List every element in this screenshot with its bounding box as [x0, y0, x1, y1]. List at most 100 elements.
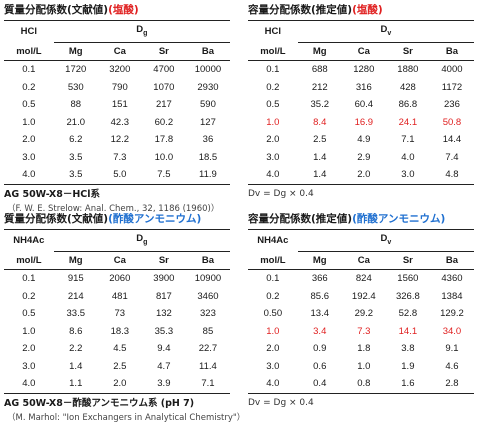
- table-row: 4.0 1.1 2.0 3.9 7.1: [4, 375, 230, 394]
- table-row: 1.0 8.6 18.3 35.3 85: [4, 323, 230, 341]
- value-cell: 3.9: [141, 375, 186, 394]
- coefficient-symbol: Dv: [297, 229, 474, 252]
- value-cell: 4.0: [401, 151, 415, 163]
- value-cell: 21.0: [66, 116, 86, 128]
- value-cell: 50.8: [442, 116, 462, 128]
- value-cell: 4360: [441, 273, 463, 285]
- concentration-cell: 2.0: [22, 134, 36, 146]
- table-row: 1.0 21.0 42.3 60.2 127: [4, 114, 230, 132]
- value-cell: 34.0: [442, 325, 462, 337]
- value-cell: 4000: [441, 64, 463, 76]
- value-cell: 214: [67, 290, 84, 302]
- concentration-cell: 0.2: [266, 81, 280, 93]
- table-row: 3.0 0.6 1.0 1.9 4.6: [248, 358, 474, 376]
- table-row: 0.2 212 316 428 1172: [248, 79, 474, 97]
- panel-title: 容量分配係数(推定値)(塩酸): [248, 2, 474, 18]
- unit-label: mol/L: [4, 42, 54, 62]
- concentration-cell: 3.0: [266, 360, 280, 372]
- coefficient-symbol: Dv: [297, 20, 474, 43]
- value-cell: 73: [114, 308, 126, 320]
- col-sr: Sr: [385, 251, 430, 271]
- value-cell: 217: [155, 99, 172, 111]
- value-cell: 11.4: [199, 360, 217, 372]
- table-row: 2.0 2.2 4.5 9.4 22.7: [4, 340, 230, 358]
- table-row: 0.50 13.4 29.2 52.8 129.2: [248, 305, 474, 323]
- value-cell: 7.3: [113, 151, 127, 163]
- value-cell: 7.1: [185, 375, 230, 394]
- concentration-cell: 0.5: [22, 308, 36, 320]
- value-cell: 1384: [441, 290, 463, 302]
- col-ca: Ca: [341, 251, 386, 271]
- value-cell: 323: [200, 308, 216, 320]
- panel-hcl-mass: 質量分配係数(文献値)(塩酸) HCl Dg mol/L Mg Ca Sr Ba…: [4, 2, 230, 215]
- value-cell: 1880: [397, 64, 419, 76]
- col-mg: Mg: [53, 251, 98, 271]
- value-cell: 316: [355, 81, 372, 93]
- concentration-cell: 0.2: [22, 290, 36, 302]
- value-cell: 1560: [397, 273, 419, 285]
- table-row: 3.0 3.5 7.3 10.0 18.5: [4, 149, 230, 167]
- table-row: 4.0 1.4 2.0 3.0 4.8: [248, 166, 474, 185]
- value-cell: 2.0: [341, 166, 386, 185]
- table-row: 0.1 688 1280 1880 4000: [248, 61, 474, 79]
- concentration-cell: 3.0: [266, 151, 280, 163]
- table-row: 4.0 0.4 0.8 1.6 2.8: [248, 375, 474, 394]
- concentration-cell: 0.1: [266, 64, 280, 76]
- title-accent: (酢酸アンモニウム): [352, 213, 446, 225]
- concentration-cell: 3.0: [22, 151, 36, 163]
- table-row: 4.0 3.5 5.0 7.5 11.9: [4, 166, 230, 185]
- value-cell: 824: [355, 273, 372, 285]
- unit-label: mol/L: [248, 251, 298, 271]
- value-cell: 2060: [109, 273, 131, 285]
- panel-nh4ac-volume: 容量分配係数(推定値)(酢酸アンモニウム) NH4Ac Dv mol/L Mg …: [248, 211, 474, 410]
- concentration-cell: 0.50: [263, 308, 283, 320]
- value-cell: 129.2: [440, 308, 464, 320]
- value-cell: 1.9: [401, 360, 415, 372]
- value-cell: 1.8: [357, 343, 371, 355]
- value-cell: 4.8: [429, 166, 474, 185]
- coefficient-symbol: Dg: [53, 229, 230, 252]
- value-cell: 3.0: [385, 166, 430, 185]
- table-row: 0.1 915 2060 3900 10900: [4, 270, 230, 288]
- conversion-note: Dv = Dg × 0.4: [248, 188, 314, 199]
- value-cell: 14.4: [442, 134, 462, 146]
- concentration-cell: 2.0: [266, 134, 280, 146]
- coefficient-symbol: Dg: [53, 20, 230, 43]
- acid-label: HCl: [264, 26, 282, 38]
- table-body: 0.1 366 824 1560 4360 0.2 85.6 192.4 326.8 1384 0.…: [248, 270, 474, 394]
- value-cell: 24.1: [398, 116, 418, 128]
- value-cell: 86.8: [398, 99, 418, 111]
- concentration-cell: 0.5: [22, 99, 36, 111]
- table-row: 2.0 6.2 12.2 17.8 36: [4, 131, 230, 149]
- value-cell: 1.0: [357, 360, 371, 372]
- concentration-cell: 4.0: [4, 375, 54, 394]
- value-cell: 688: [311, 64, 328, 76]
- distribution-table: HCl Dg mol/L Mg Ca Sr Ba 0.1 1720 3200 4700…: [4, 20, 230, 185]
- distribution-table: NH4Ac Dg mol/L Mg Ca Sr Ba 0.1 915 2060 390…: [4, 229, 230, 394]
- table-row: 0.1 366 824 1560 4360: [248, 270, 474, 288]
- concentration-cell: 4.0: [248, 375, 298, 394]
- value-cell: 4.9: [357, 134, 371, 146]
- value-cell: 10000: [194, 64, 222, 76]
- value-cell: 2930: [197, 81, 219, 93]
- value-cell: 7.3: [357, 325, 371, 337]
- value-cell: 6.2: [69, 134, 83, 146]
- value-cell: 2.5: [113, 360, 127, 372]
- title-text: 質量分配係数(文献値): [4, 4, 109, 16]
- panel-title: 容量分配係数(推定値)(酢酸アンモニウム): [248, 211, 474, 227]
- value-cell: 3900: [153, 273, 175, 285]
- table-row: 0.5 35.2 60.4 86.8 236: [248, 96, 474, 114]
- value-cell: 35.3: [154, 325, 174, 337]
- value-cell: 60.2: [154, 116, 174, 128]
- table-body: 0.1 1720 3200 4700 10000 0.2 530 790 1070 2930 0.5…: [4, 61, 230, 185]
- value-cell: 22.7: [198, 343, 218, 355]
- value-cell: 817: [155, 290, 172, 302]
- value-cell: 0.6: [313, 360, 327, 372]
- value-cell: 192.4: [351, 290, 376, 302]
- unit-label: mol/L: [4, 251, 54, 271]
- value-cell: 1.4: [69, 360, 83, 372]
- value-cell: 10900: [194, 273, 222, 285]
- value-cell: 33.5: [66, 308, 86, 320]
- value-cell: 60.4: [354, 99, 374, 111]
- value-cell: 590: [200, 99, 216, 111]
